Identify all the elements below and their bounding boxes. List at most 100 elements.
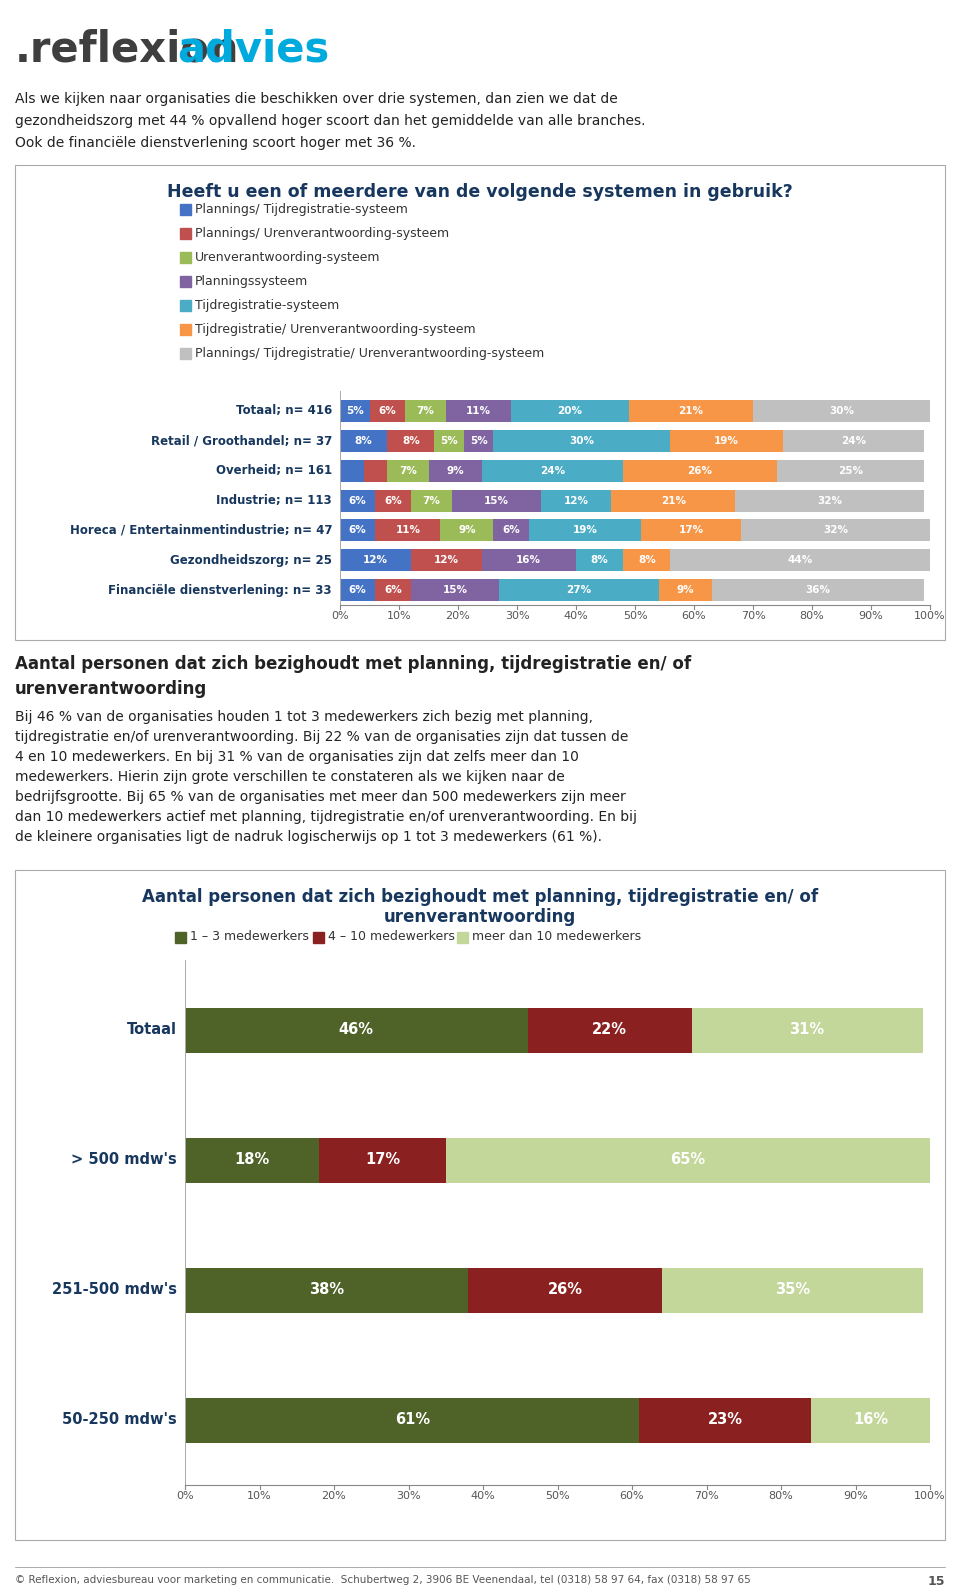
Bar [540,489,612,511]
Text: 19%: 19% [714,436,739,446]
Text: 30%: 30% [569,436,594,446]
Bar [499,580,659,601]
Bar [340,580,375,601]
Bar [445,1137,930,1182]
Text: 80%: 80% [769,1491,793,1501]
Bar [313,932,324,943]
Text: 6%: 6% [348,526,367,535]
Text: 60%: 60% [682,612,707,621]
Bar [623,550,670,572]
Text: 15: 15 [927,1575,945,1588]
Text: Tijdregistratie-systeem: Tijdregistratie-systeem [195,298,339,312]
Text: 70%: 70% [694,1491,719,1501]
Text: dan 10 medewerkers actief met planning, tijdregistratie en/of urenverantwoording: dan 10 medewerkers actief met planning, … [15,809,637,824]
Bar [452,489,540,511]
Text: 60%: 60% [620,1491,644,1501]
Bar [405,400,446,422]
Bar [428,460,482,481]
Bar [340,460,364,481]
Text: 8%: 8% [590,556,609,566]
Text: Tijdregistratie/ Urenverantwoording-systeem: Tijdregistratie/ Urenverantwoording-syst… [195,322,475,336]
Text: de kleinere organisaties ligt de nadruk logischerwijs op 1 tot 3 medewerkers (61: de kleinere organisaties ligt de nadruk … [15,830,602,844]
Text: 9%: 9% [458,526,475,535]
Text: 9%: 9% [677,585,694,596]
Bar [370,400,405,422]
Bar [375,489,411,511]
Bar [482,550,576,572]
Text: meer dan 10 medewerkers: meer dan 10 medewerkers [472,930,641,943]
Text: Urenverantwoording-systeem: Urenverantwoording-systeem [195,250,380,263]
Bar [180,204,191,215]
Text: 20%: 20% [322,1491,347,1501]
Text: 8%: 8% [355,436,372,446]
Bar [387,460,428,481]
Text: 26%: 26% [547,1282,583,1298]
Bar [753,400,930,422]
Text: Planningssysteem: Planningssysteem [195,274,308,287]
Text: Financiële dienstverlening: n= 33: Financiële dienstverlening: n= 33 [108,583,332,596]
Text: 1 – 3 medewerkers: 1 – 3 medewerkers [190,930,309,943]
Text: 19%: 19% [572,526,597,535]
Text: 11%: 11% [467,406,492,416]
Text: 10%: 10% [247,1491,272,1501]
Text: Retail / Groothandel; n= 37: Retail / Groothandel; n= 37 [151,435,332,448]
Text: Heeft u een of meerdere van de volgende systemen in gebruik?: Heeft u een of meerdere van de volgende … [167,183,793,201]
Bar [434,430,464,452]
Text: 21%: 21% [660,495,685,505]
Text: 6%: 6% [348,495,367,505]
Text: 24%: 24% [841,436,866,446]
Bar [340,550,411,572]
Text: 7%: 7% [417,406,435,416]
Text: Overheid; n= 161: Overheid; n= 161 [216,464,332,478]
Text: 15%: 15% [484,495,509,505]
Text: 6%: 6% [384,585,402,596]
Text: 27%: 27% [566,585,591,596]
Bar [387,430,434,452]
Text: 4 – 10 medewerkers: 4 – 10 medewerkers [327,930,454,943]
FancyBboxPatch shape [15,870,945,1540]
Text: 6%: 6% [502,526,520,535]
Text: 25%: 25% [838,465,863,476]
Text: 11%: 11% [396,526,420,535]
Bar [441,519,493,542]
Text: 12%: 12% [363,556,388,566]
Bar [711,580,924,601]
Text: 90%: 90% [843,1491,868,1501]
Bar [529,519,641,542]
Text: 12%: 12% [434,556,459,566]
Bar [340,430,387,452]
Text: medewerkers. Hierin zijn grote verschillen te constateren als we kijken naar de: medewerkers. Hierin zijn grote verschill… [15,769,564,784]
Text: .reflexion: .reflexion [15,29,239,70]
Bar [340,489,375,511]
Text: © Reflexion, adviesbureau voor marketing en communicatie.  Schubertweg 2, 3906 B: © Reflexion, adviesbureau voor marketing… [15,1575,751,1585]
Text: Horeca / Entertainmentindustrie; n= 47: Horeca / Entertainmentindustrie; n= 47 [69,524,332,537]
Bar [340,519,375,542]
Text: Totaal; n= 416: Totaal; n= 416 [236,405,332,417]
Text: 40%: 40% [564,612,588,621]
Text: 100%: 100% [914,612,946,621]
Text: 9%: 9% [446,465,464,476]
Bar [185,1268,468,1313]
Text: 4 en 10 medewerkers. En bij 31 % van de organisaties zijn dat zelfs meer dan 10: 4 en 10 medewerkers. En bij 31 % van de … [15,750,579,765]
Bar [528,1007,691,1053]
Bar [446,400,511,422]
Bar [629,400,753,422]
Text: 100%: 100% [914,1491,946,1501]
Text: 50-250 mdw's: 50-250 mdw's [62,1413,177,1427]
Bar [482,460,623,481]
Bar [782,430,924,452]
Bar [185,1007,528,1053]
Bar [340,400,370,422]
Bar [777,460,924,481]
Text: Gezondheidszorg; n= 25: Gezondheidszorg; n= 25 [170,554,332,567]
Bar [493,430,670,452]
Text: 90%: 90% [858,612,883,621]
Text: Ook de financiële dienstverlening scoort hoger met 36 %.: Ook de financiële dienstverlening scoort… [15,135,416,150]
Text: 35%: 35% [775,1282,809,1298]
Text: 30%: 30% [829,406,854,416]
Text: 38%: 38% [309,1282,344,1298]
Text: 26%: 26% [687,465,712,476]
Text: 23%: 23% [708,1413,743,1427]
Text: Als we kijken naar organisaties die beschikken over drie systemen, dan zien we d: Als we kijken naar organisaties die besc… [15,92,617,107]
Text: 32%: 32% [823,526,848,535]
